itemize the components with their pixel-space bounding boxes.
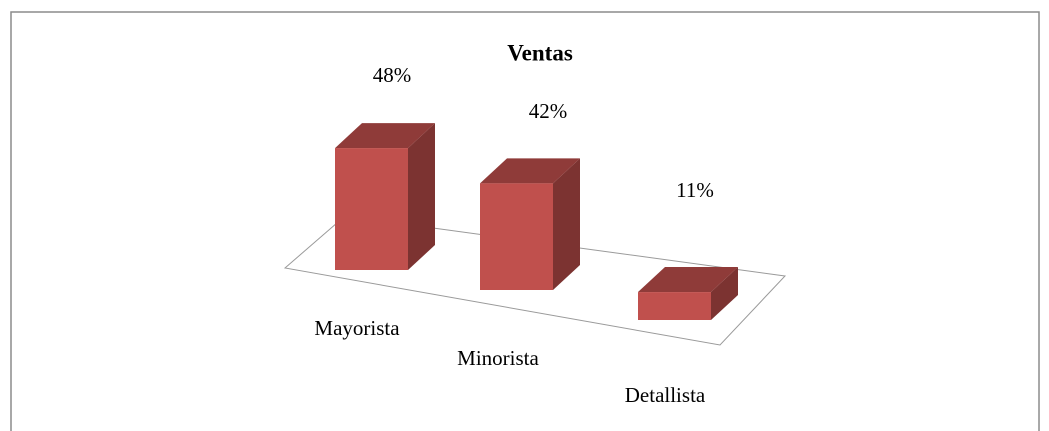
bar [480,158,580,290]
bar [335,123,435,270]
bar-top [335,123,435,149]
value-label: 42% [529,99,568,123]
value-label: 48% [373,63,412,87]
bar-side [711,267,738,320]
category-label: Minorista [457,346,539,370]
category-label: Mayorista [314,316,400,340]
bar-front [335,148,408,270]
bar-front [638,292,711,320]
category-label: Detallista [625,383,706,407]
value-label: 11% [676,178,714,202]
bar-top [480,158,580,184]
bar-side [553,158,580,290]
bar [638,267,738,320]
chart-title: Ventas [507,40,573,65]
bar-top [638,267,738,293]
bar-side [408,123,435,270]
bar-front [480,183,553,290]
